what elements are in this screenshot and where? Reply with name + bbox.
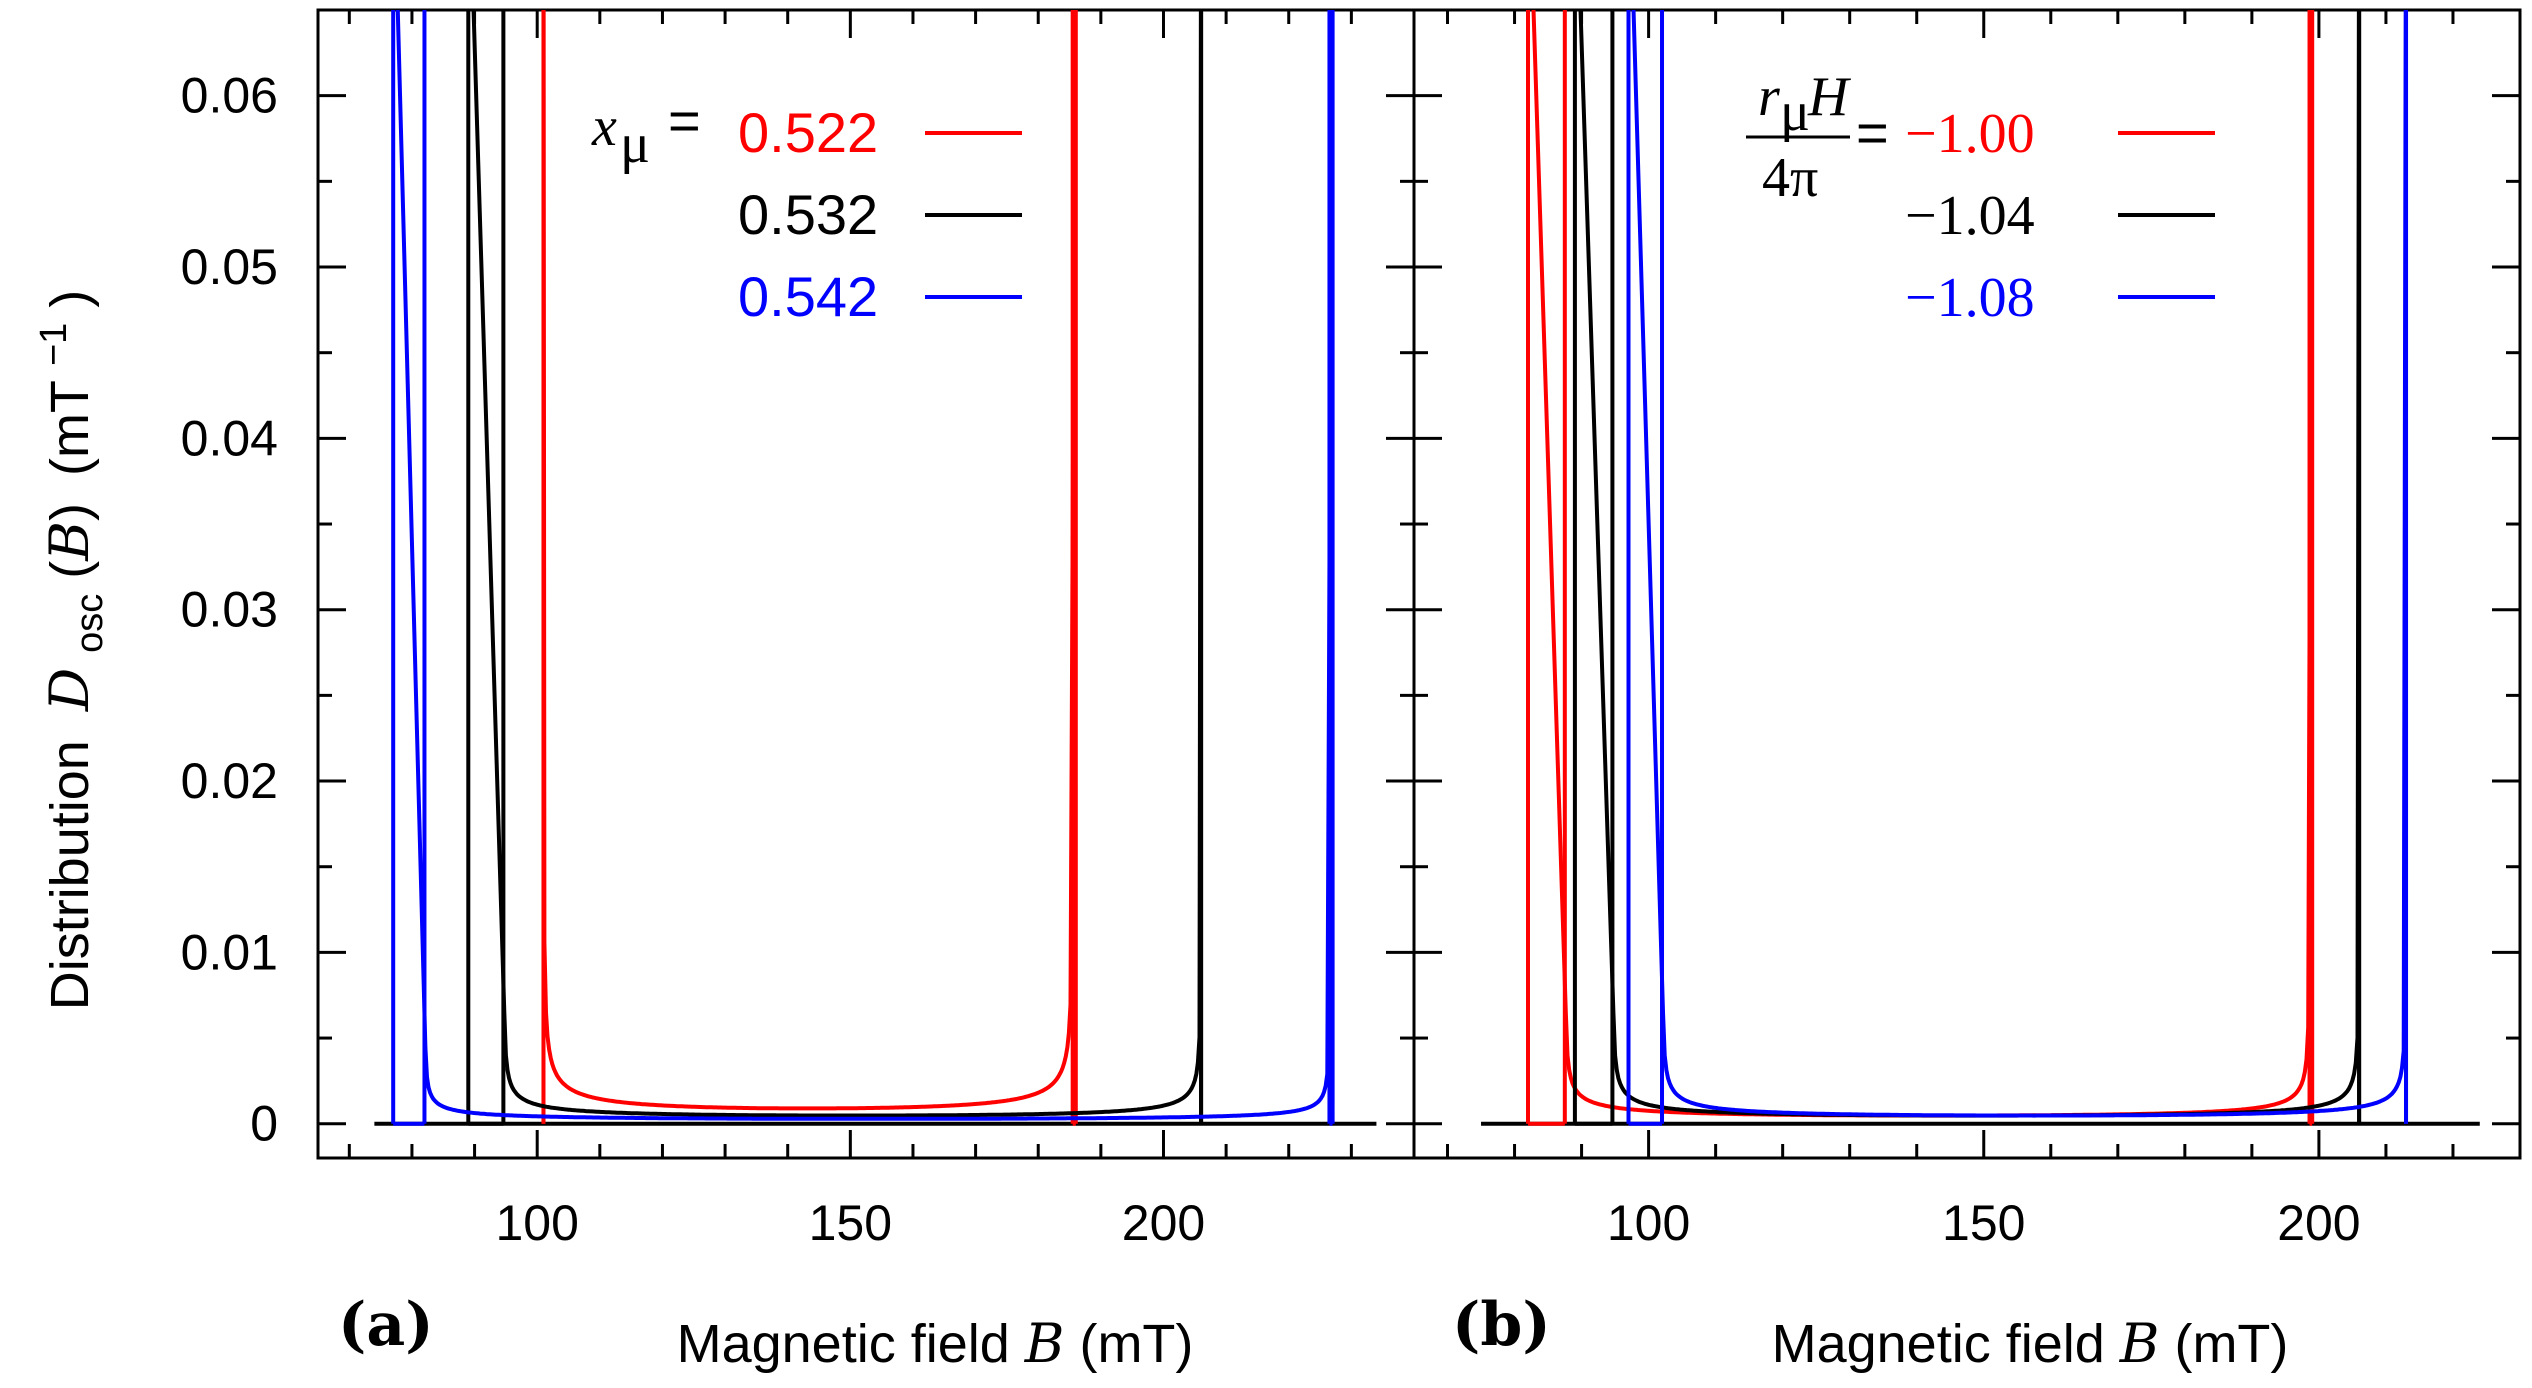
legend-a-label-2: 0.532	[738, 183, 878, 246]
y-tick-label: 0.01	[181, 924, 278, 980]
y-axis-title-unit-exp: −1	[33, 323, 75, 366]
y-axis-title-subscript: osc	[69, 594, 111, 653]
series-group-0	[374, 10, 1377, 1126]
y-tick-label: 0.05	[181, 239, 278, 295]
panel-a: 100 150 200 0 0.01 0.02 0.03 0.04 0.05 0.06 (a) Mag…	[181, 8, 1416, 1375]
y-tick-label: 0.04	[181, 410, 278, 466]
legend-b: r μ H 4π = −1.00 −1.04 −1.08	[1746, 66, 2215, 329]
legend-b-denominator: 4π	[1762, 147, 1818, 209]
x-tick-label: 200	[1122, 1195, 1205, 1251]
legend-b-numerator-sub: μ	[1780, 81, 1810, 143]
legend-b-label-2: −1.04	[1905, 185, 2035, 247]
series-group-1	[1481, 10, 2480, 1126]
x-axis-title: Magnetic field B (mT)	[677, 1312, 1194, 1375]
x-tick-label: 200	[2277, 1195, 2360, 1251]
x-axis-title: Magnetic field B (mT)	[1772, 1312, 2289, 1375]
legend-a-label-1: 0.522	[738, 101, 878, 164]
x-axis-title-symbol: B	[1024, 1312, 1065, 1375]
y-axis-title-arg-open: (	[40, 561, 100, 579]
legend-b-equals: =	[1856, 101, 1889, 164]
y-axis-title: Distribution D osc (B) (mT −1 )	[18, 290, 114, 1011]
y-axis-title-symbol: D	[38, 668, 101, 712]
plot-frame-1	[1412, 8, 2522, 1160]
series-line-3	[391, 10, 1335, 1124]
panel-label: (a)	[338, 1290, 434, 1360]
x-axis-title-symbol: B	[2119, 1312, 2160, 1375]
x-axis-title-text: Magnetic field	[1772, 1314, 2120, 1374]
y-axis-title-unit-close: )	[40, 290, 100, 308]
x-tick-label: 100	[495, 1195, 578, 1251]
x-axis-title-text: Magnetic field	[677, 1314, 1025, 1374]
legend-b-numerator-r: r	[1758, 66, 1780, 128]
panel-b: 100 150 200 (b) Magnetic field B (mT)	[1412, 8, 2522, 1375]
x-axis-title-unit: (mT)	[1064, 1314, 1193, 1374]
y-tick-label: 0.02	[181, 753, 278, 809]
y-tick-label: 0	[250, 1096, 278, 1152]
series-line-2	[1572, 10, 2362, 1124]
x-tick-label: 150	[1942, 1195, 2025, 1251]
y-axis-title-prefix: Distribution	[40, 740, 100, 1010]
y-tick-label: 0.03	[181, 582, 278, 638]
legend-a-subscript: μ	[620, 113, 650, 175]
x-tick-label: 150	[809, 1195, 892, 1251]
panel-label: (b)	[1452, 1290, 1551, 1360]
legend-b-label-1: −1.00	[1905, 103, 2035, 165]
y-axis-title-arg-symbol: B	[38, 521, 101, 562]
x-tick-label: 100	[1607, 1195, 1690, 1251]
series-line-1	[1526, 10, 2315, 1124]
y-axis-title-arg-close: )	[40, 503, 100, 521]
legend-b-numerator-h: H	[1807, 66, 1851, 128]
series-line-1	[541, 10, 1078, 1124]
legend-b-label-3: −1.08	[1905, 267, 2035, 329]
y-axis-title-unit-open: (mT	[40, 381, 100, 476]
legend-a: x μ = 0.522 0.532 0.542	[591, 89, 1022, 328]
x-axis-title-unit: (mT)	[2159, 1314, 2288, 1374]
y-tick-label: 0.06	[181, 68, 278, 124]
series-line-2	[466, 10, 1204, 1124]
series-line-3	[1626, 10, 2408, 1124]
legend-a-label-3: 0.542	[738, 265, 878, 328]
legend-a-symbol-x: x	[591, 96, 617, 158]
legend-a-equals: =	[668, 89, 701, 152]
